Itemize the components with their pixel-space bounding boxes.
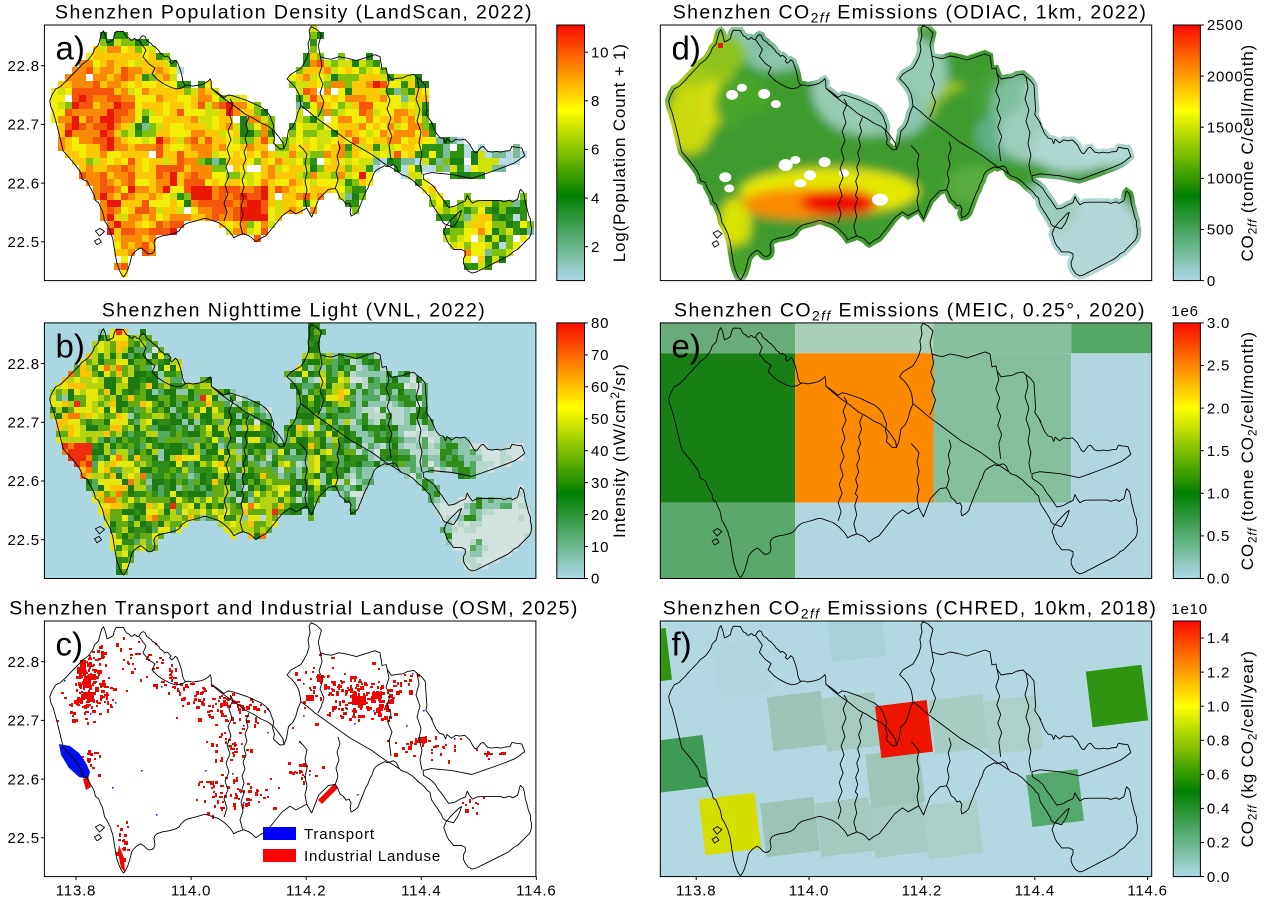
svg-text:1500: 1500: [1207, 119, 1244, 136]
svg-text:1.0: 1.0: [1207, 698, 1230, 715]
svg-text:CO2ff (tonne C/cell/month): CO2ff (tonne C/cell/month): [1238, 44, 1260, 261]
svg-text:Shenzhen CO2ff Emissions (CHRE: Shenzhen CO2ff Emissions (CHRED, 10km, 2…: [663, 598, 1157, 622]
svg-text:0: 0: [591, 571, 600, 588]
svg-text:22.7: 22.7: [7, 713, 39, 730]
svg-text:22.8: 22.8: [7, 356, 39, 373]
svg-text:0.6: 0.6: [1207, 767, 1230, 784]
svg-text:22.5: 22.5: [7, 830, 39, 847]
svg-text:a): a): [56, 30, 85, 67]
svg-text:1e6: 1e6: [1171, 303, 1198, 320]
svg-text:2: 2: [591, 239, 600, 256]
svg-text:22.7: 22.7: [7, 117, 39, 134]
svg-text:1.4: 1.4: [1207, 630, 1230, 647]
svg-text:3.0: 3.0: [1207, 315, 1230, 332]
svg-text:Transport: Transport: [304, 826, 375, 843]
svg-text:114.4: 114.4: [1015, 883, 1055, 900]
svg-text:0.5: 0.5: [1207, 528, 1230, 545]
svg-text:2500: 2500: [1207, 17, 1244, 34]
svg-text:114.2: 114.2: [286, 883, 326, 900]
svg-text:113.8: 113.8: [676, 883, 716, 900]
svg-text:d): d): [672, 30, 701, 67]
svg-text:1.2: 1.2: [1207, 664, 1230, 681]
svg-text:22.6: 22.6: [7, 771, 39, 788]
svg-text:1.5: 1.5: [1207, 443, 1230, 460]
svg-text:40: 40: [591, 443, 609, 460]
svg-text:80: 80: [591, 315, 609, 332]
svg-text:2.0: 2.0: [1207, 400, 1230, 417]
svg-text:Shenzhen CO2ff Emissions (ODIA: Shenzhen CO2ff Emissions (ODIAC, 1km, 20…: [673, 2, 1148, 26]
svg-text:0.2: 0.2: [1207, 835, 1230, 852]
svg-text:0.4: 0.4: [1207, 801, 1230, 818]
svg-text:10: 10: [591, 539, 609, 556]
svg-text:0.0: 0.0: [1207, 571, 1230, 588]
svg-text:Shenzhen Transport and Industr: Shenzhen Transport and Industrial Landus…: [9, 598, 579, 620]
svg-text:Shenzhen Nighttime Light (VNL,: Shenzhen Nighttime Light (VNL, 2022): [102, 300, 486, 322]
svg-text:22.8: 22.8: [7, 654, 39, 671]
svg-text:50: 50: [591, 411, 609, 428]
svg-text:Shenzhen Population Density (L: Shenzhen Population Density (LandScan, 2…: [55, 2, 533, 24]
svg-text:500: 500: [1207, 222, 1234, 239]
svg-text:1e10: 1e10: [1171, 601, 1208, 618]
svg-text:114.2: 114.2: [902, 883, 942, 900]
svg-text:b): b): [56, 327, 85, 364]
svg-text:22.5: 22.5: [7, 234, 39, 251]
svg-text:CO2ff (tonne CO2/cell/month): CO2ff (tonne CO2/cell/month): [1238, 331, 1260, 570]
svg-text:114.6: 114.6: [516, 883, 556, 900]
svg-text:114.4: 114.4: [401, 883, 441, 900]
svg-text:2000: 2000: [1207, 68, 1244, 85]
svg-text:30: 30: [591, 475, 609, 492]
svg-text:22.7: 22.7: [7, 415, 39, 432]
svg-text:1.0: 1.0: [1207, 486, 1230, 503]
svg-text:22.6: 22.6: [7, 175, 39, 192]
svg-text:0: 0: [1207, 273, 1216, 290]
svg-text:CO2ff (kg CO2/cell/year): CO2ff (kg CO2/cell/year): [1238, 650, 1260, 847]
svg-text:2.5: 2.5: [1207, 358, 1230, 375]
svg-text:6: 6: [591, 142, 600, 159]
svg-text:22.8: 22.8: [7, 58, 39, 75]
svg-text:114.6: 114.6: [1127, 883, 1167, 900]
svg-text:4: 4: [591, 190, 600, 207]
svg-text:8: 8: [591, 93, 600, 110]
svg-text:60: 60: [591, 379, 609, 396]
svg-text:Log(Population Count + 1): Log(Population Count + 1): [610, 43, 629, 262]
svg-text:Industrial Landuse: Industrial Landuse: [304, 848, 441, 865]
svg-text:70: 70: [591, 347, 609, 364]
svg-text:0.0: 0.0: [1207, 869, 1230, 886]
svg-text:22.6: 22.6: [7, 473, 39, 490]
svg-text:f): f): [672, 626, 692, 663]
svg-text:20: 20: [591, 507, 609, 524]
svg-text:114.0: 114.0: [789, 883, 829, 900]
svg-text:10: 10: [591, 44, 609, 61]
svg-text:Intensity (nW/cm2/sr): Intensity (nW/cm2/sr): [608, 363, 629, 538]
svg-text:114.0: 114.0: [171, 883, 211, 900]
svg-text:1000: 1000: [1207, 171, 1244, 188]
svg-text:c): c): [56, 626, 84, 663]
svg-text:Shenzhen CO2ff Emissions (MEIC: Shenzhen CO2ff Emissions (MEIC, 0.25°, 2…: [674, 300, 1146, 324]
svg-text:113.8: 113.8: [56, 883, 96, 900]
svg-text:0.8: 0.8: [1207, 733, 1230, 750]
svg-text:22.5: 22.5: [7, 532, 39, 549]
svg-text:e): e): [672, 327, 701, 364]
